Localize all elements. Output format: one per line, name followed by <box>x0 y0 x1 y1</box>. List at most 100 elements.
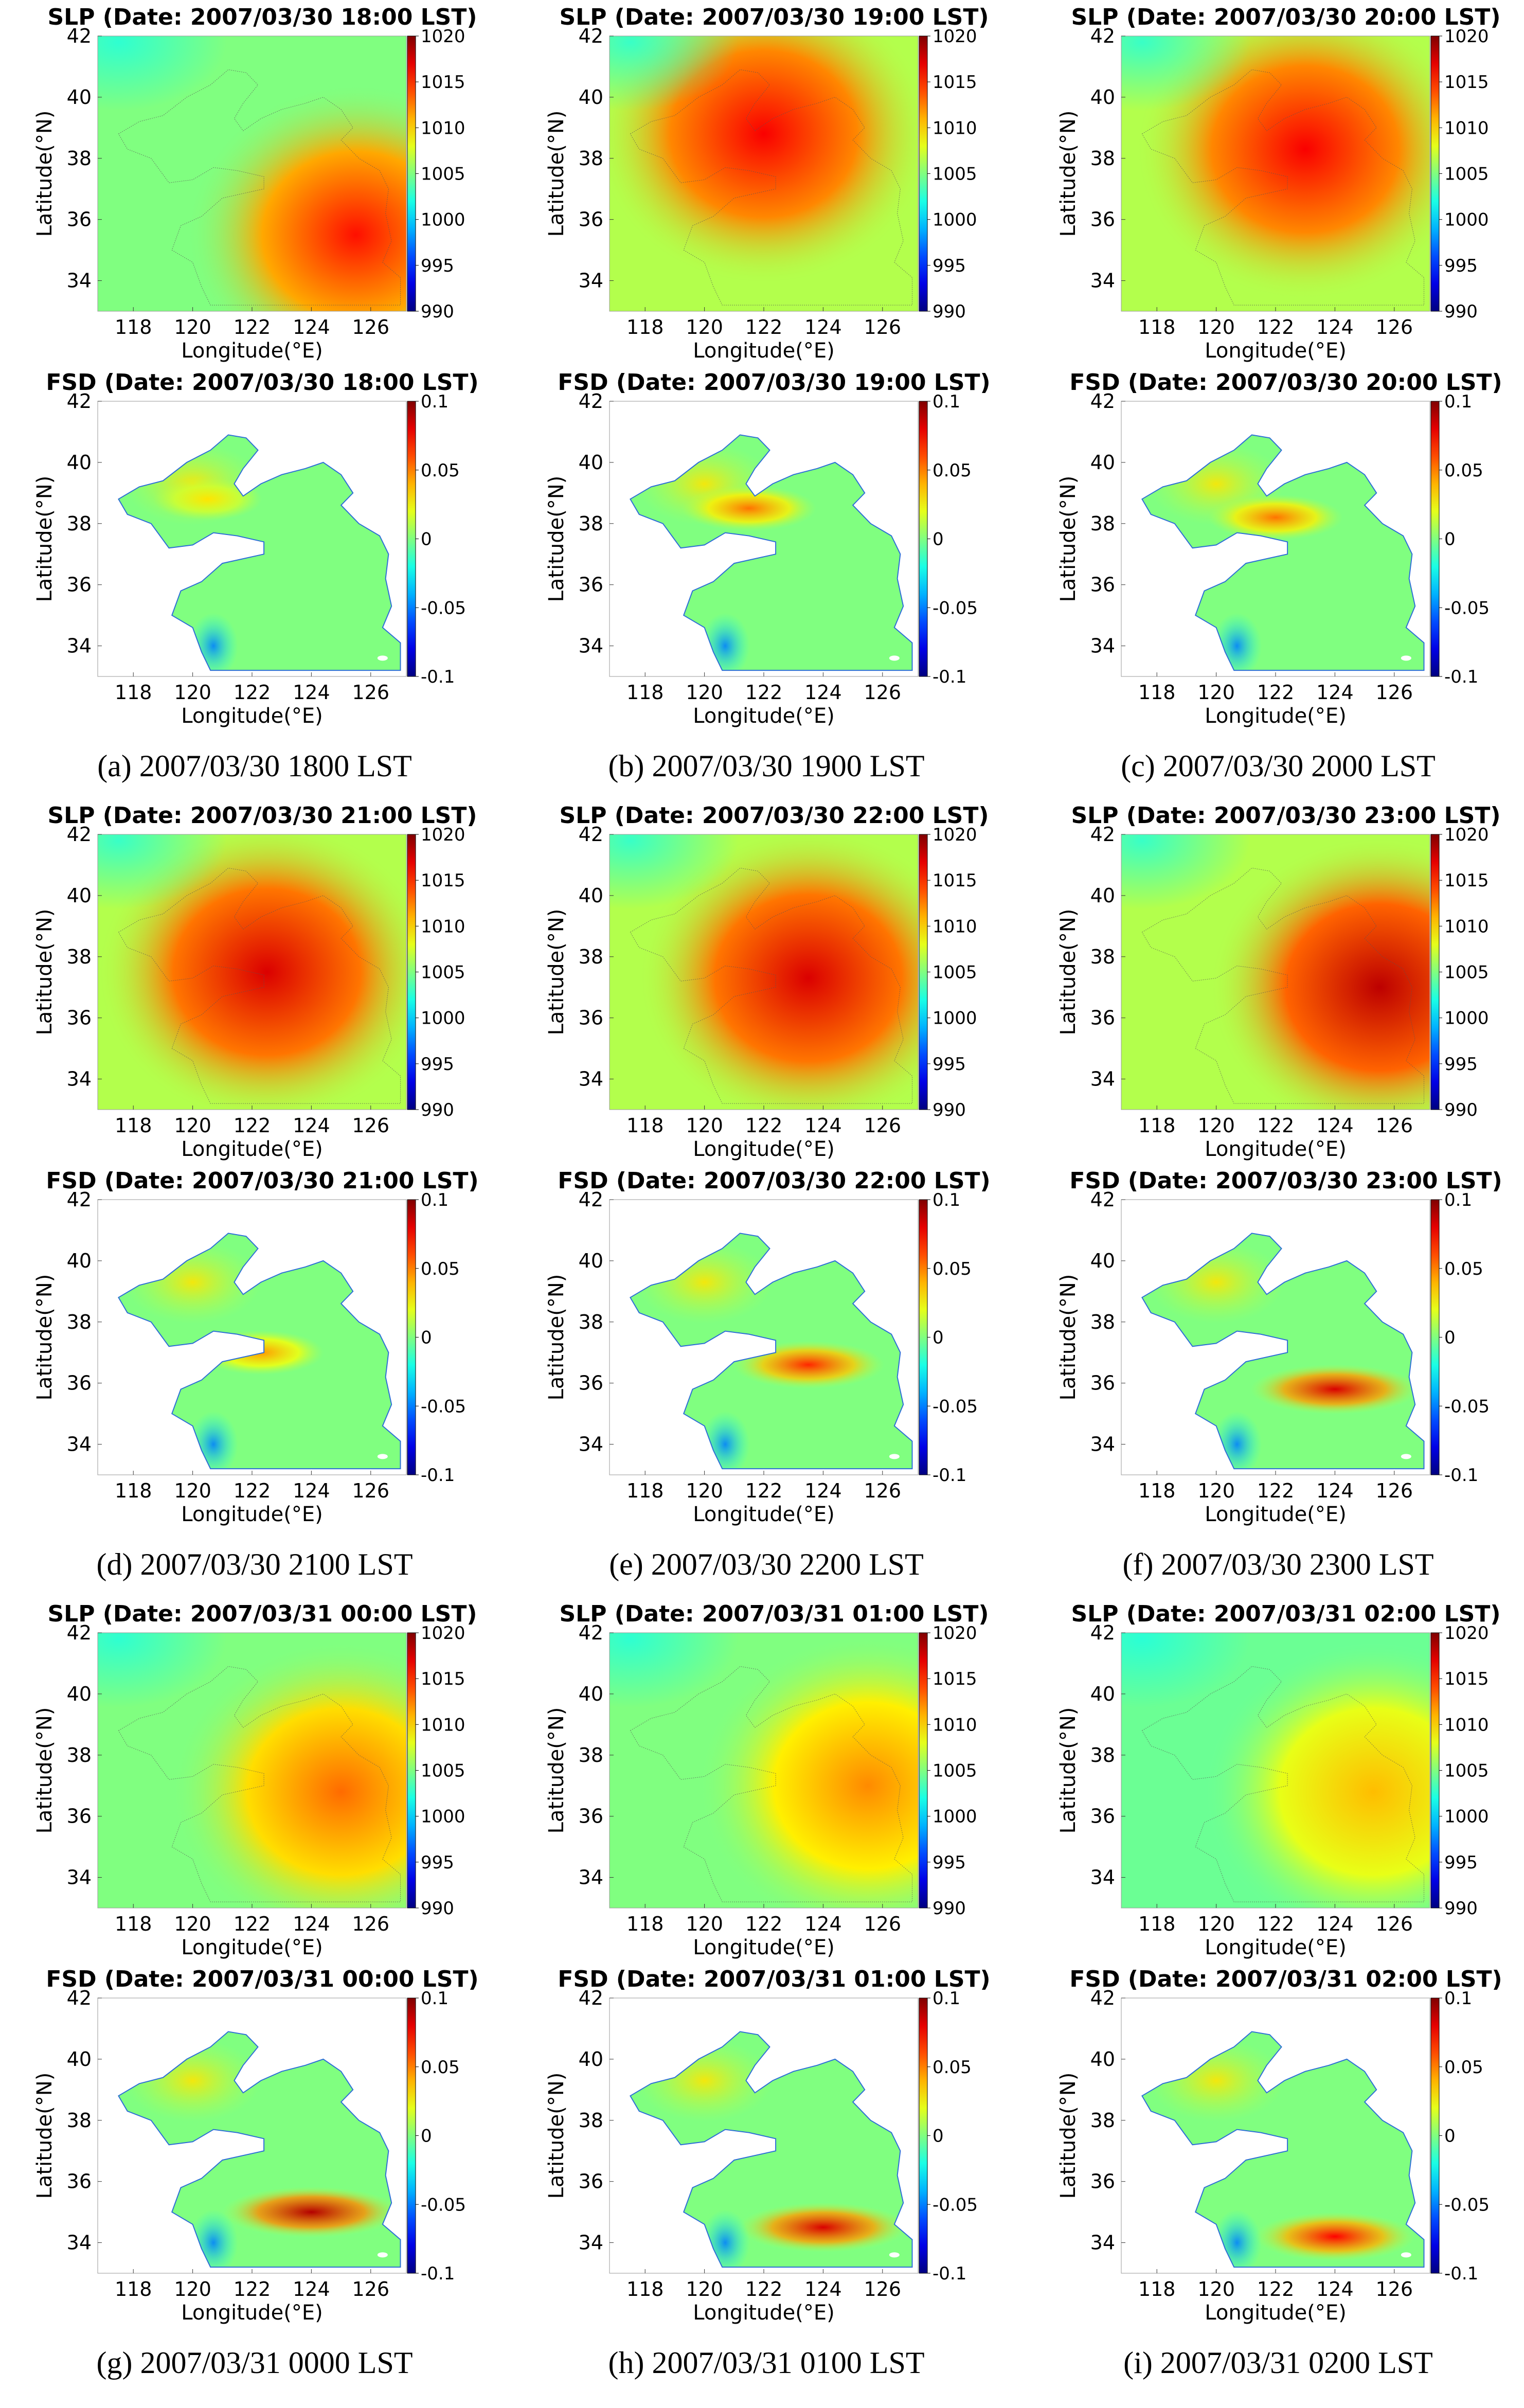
colorbar-tick-label: 990 <box>421 1100 454 1120</box>
colorbar-tick-label: 1020 <box>933 825 977 845</box>
colorbar-tick-label: 1015 <box>933 72 977 93</box>
x-tick-label: 118 <box>626 1479 664 1502</box>
x-tick-label: 124 <box>1316 1913 1354 1935</box>
colorbar-tick-label: 990 <box>933 1898 966 1919</box>
y-tick-label: 34 <box>67 2232 92 2254</box>
x-tick-label: 122 <box>745 316 783 338</box>
colorbar-tick-label: -0.1 <box>1444 2263 1478 2284</box>
y-tick-label: 34 <box>67 1433 92 1456</box>
colorbar-tick-label: 1010 <box>933 1715 977 1735</box>
fsd-positive-anomaly <box>682 485 816 531</box>
y-tick-label: 34 <box>1090 635 1115 657</box>
colorbar-tick-label: 1020 <box>421 825 465 845</box>
colorbar-tick-label: -0.05 <box>1444 598 1490 618</box>
panel-caption: (e) 2007/03/30 2200 LST <box>609 1547 924 1581</box>
low-pressure-area <box>98 1633 227 1708</box>
colorbar-tick-label: 990 <box>1444 1898 1478 1919</box>
coastline <box>630 1666 912 1902</box>
map-field <box>98 1200 406 1475</box>
x-tick-label: 126 <box>352 681 390 704</box>
panel-title: SLP (Date: 2007/03/31 01:00 LST) <box>559 1601 989 1627</box>
colorbar-tick-label: 1000 <box>1444 210 1489 230</box>
x-tick-label: 120 <box>174 316 211 338</box>
colorbar-tick-label: 1015 <box>933 870 977 891</box>
y-tick-label: 38 <box>67 2109 92 2132</box>
coastline <box>118 2031 401 2268</box>
slp-map-panel: SLP (Date: 2007/03/30 22:00 LST) 118 120 12… <box>545 802 989 1161</box>
y-tick-label: 36 <box>1090 1805 1115 1828</box>
colorbar-tick-label: 995 <box>1444 1054 1478 1075</box>
colorbar-tick-label: 1005 <box>1444 962 1489 983</box>
y-tick-label: 42 <box>1090 1188 1115 1211</box>
y-axis-label: Latitude(°N) <box>33 111 57 237</box>
x-tick-label: 120 <box>174 1479 211 1502</box>
x-tick-label: 124 <box>1316 2278 1354 2300</box>
y-tick-label: 36 <box>67 1805 92 1828</box>
slp-map-panel: SLP (Date: 2007/03/30 23:00 LST) 118 120 12… <box>1056 802 1501 1161</box>
colorbar-tick-label: 995 <box>421 256 454 276</box>
colorbar-tick-label: 1005 <box>933 164 977 185</box>
x-tick-label: 122 <box>234 1913 271 1935</box>
y-tick-label: 36 <box>1090 574 1115 596</box>
colorbar-tick-label: -0.05 <box>421 2195 466 2215</box>
x-tick-label: 124 <box>293 1913 330 1935</box>
x-tick-label: 118 <box>626 1114 664 1137</box>
y-tick-label: 34 <box>67 1068 92 1091</box>
coastline <box>118 434 401 671</box>
y-tick-label: 40 <box>579 1250 603 1272</box>
high-pressure-area <box>186 83 406 311</box>
colorbar-tick-label: 1005 <box>421 1761 465 1781</box>
map-field <box>1121 1633 1430 1908</box>
map-field <box>1121 1998 1430 2273</box>
y-axis-label: Latitude(°N) <box>1056 1274 1080 1401</box>
x-axis-label: Longitude(°E) <box>1205 704 1346 728</box>
coastline <box>118 867 401 1104</box>
x-tick-label: 126 <box>352 1913 390 1935</box>
low-pressure-area <box>98 834 227 909</box>
colorbar-tick-label: -0.1 <box>1444 1465 1478 1486</box>
x-tick-label: 120 <box>1197 2278 1235 2300</box>
x-tick-label: 118 <box>1138 1479 1176 1502</box>
coastline <box>630 69 912 306</box>
y-tick-label: 36 <box>579 208 603 231</box>
x-axis-label: Longitude(°E) <box>1205 1137 1346 1161</box>
colorbar-tick-label: 995 <box>1444 1852 1478 1873</box>
x-tick-label: 122 <box>1257 1913 1295 1935</box>
fsd-positive-anomaly <box>153 477 262 521</box>
high-pressure-area <box>1210 836 1430 1110</box>
y-axis-label: Latitude(°N) <box>33 1274 57 1401</box>
fsd-positive-anomaly <box>1250 1364 1420 1415</box>
panel-title: FSD (Date: 2007/03/30 22:00 LST) <box>558 1168 990 1194</box>
y-tick-label: 34 <box>1090 2232 1115 2254</box>
x-tick-label: 124 <box>293 1114 330 1137</box>
y-tick-label: 42 <box>1090 1987 1115 2009</box>
colorbar-tick-label: 0 <box>421 2126 432 2147</box>
map-field <box>98 401 406 676</box>
coastline <box>1141 1233 1425 1470</box>
colorbar-tick-label: 1010 <box>421 916 465 937</box>
x-tick-label: 118 <box>1138 2278 1176 2300</box>
x-tick-label: 120 <box>1197 316 1235 338</box>
coastline <box>630 867 912 1104</box>
colorbar <box>407 35 416 312</box>
x-tick-label: 122 <box>234 1114 271 1137</box>
x-tick-label: 126 <box>1376 1114 1413 1137</box>
colorbar-tick-label: 1010 <box>421 118 465 138</box>
y-tick-label: 38 <box>1090 1744 1115 1767</box>
colorbar-tick-label: 1010 <box>1444 916 1489 937</box>
panel-title: FSD (Date: 2007/03/30 23:00 LST) <box>1069 1168 1502 1194</box>
y-tick-label: 40 <box>1090 2048 1115 2071</box>
y-tick-label: 36 <box>1090 208 1115 231</box>
x-tick-label: 118 <box>115 316 152 338</box>
y-tick-label: 34 <box>1090 1866 1115 1889</box>
x-tick-label: 120 <box>686 2278 723 2300</box>
colorbar-tick-label: 1020 <box>1444 1623 1489 1644</box>
y-axis-label: Latitude(°N) <box>545 1274 568 1401</box>
y-tick-label: 38 <box>579 1311 603 1333</box>
coastline <box>118 1666 401 1902</box>
x-tick-label: 120 <box>686 316 723 338</box>
coastline <box>1141 1666 1424 1902</box>
panel-title: SLP (Date: 2007/03/30 20:00 LST) <box>1071 4 1500 30</box>
colorbar <box>407 401 416 677</box>
colorbar-tick-label: 1015 <box>421 870 465 891</box>
